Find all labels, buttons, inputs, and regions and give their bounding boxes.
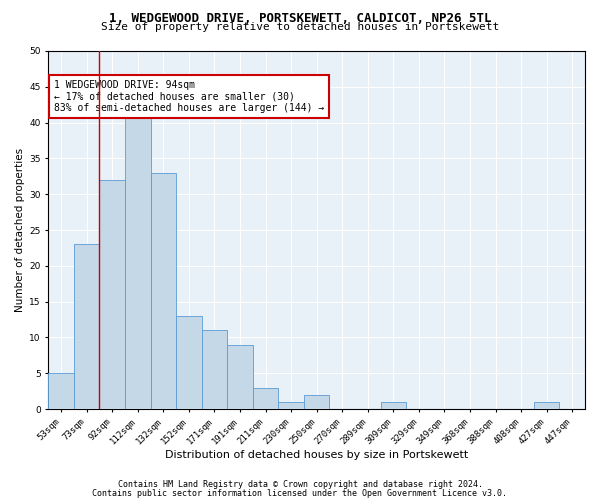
- Bar: [176, 316, 202, 409]
- X-axis label: Distribution of detached houses by size in Portskewett: Distribution of detached houses by size …: [165, 450, 468, 460]
- Bar: [125, 116, 151, 409]
- Bar: [304, 394, 329, 409]
- Bar: [227, 344, 253, 409]
- Bar: [49, 373, 74, 409]
- Text: Contains HM Land Registry data © Crown copyright and database right 2024.: Contains HM Land Registry data © Crown c…: [118, 480, 482, 489]
- Bar: [202, 330, 227, 409]
- Y-axis label: Number of detached properties: Number of detached properties: [15, 148, 25, 312]
- Bar: [151, 172, 176, 409]
- Text: Size of property relative to detached houses in Portskewett: Size of property relative to detached ho…: [101, 22, 499, 32]
- Bar: [278, 402, 304, 409]
- Text: 1 WEDGEWOOD DRIVE: 94sqm
← 17% of detached houses are smaller (30)
83% of semi-d: 1 WEDGEWOOD DRIVE: 94sqm ← 17% of detach…: [53, 80, 324, 113]
- Bar: [380, 402, 406, 409]
- Text: Contains public sector information licensed under the Open Government Licence v3: Contains public sector information licen…: [92, 488, 508, 498]
- Bar: [74, 244, 100, 409]
- Text: 1, WEDGEWOOD DRIVE, PORTSKEWETT, CALDICOT, NP26 5TL: 1, WEDGEWOOD DRIVE, PORTSKEWETT, CALDICO…: [109, 12, 491, 26]
- Bar: [534, 402, 559, 409]
- Bar: [253, 388, 278, 409]
- Bar: [100, 180, 125, 409]
